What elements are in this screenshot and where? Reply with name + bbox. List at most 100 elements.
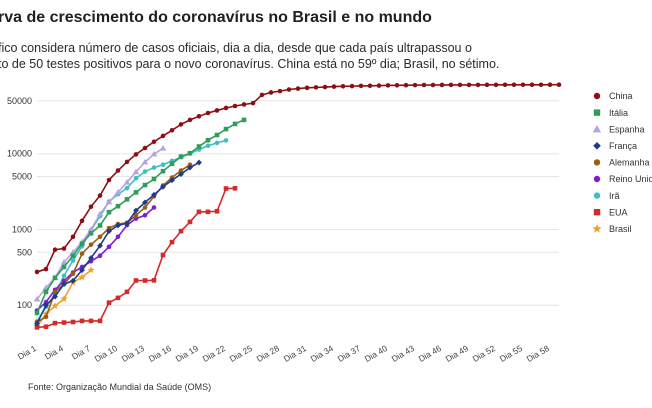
data-point — [124, 289, 130, 295]
data-point — [79, 218, 85, 224]
data-point — [178, 171, 184, 178]
data-point — [556, 82, 562, 88]
data-point — [394, 82, 400, 88]
data-point — [61, 246, 67, 251]
legend-item-brasil: Brasil — [592, 224, 632, 234]
data-point — [349, 83, 355, 89]
data-point — [133, 190, 139, 195]
y-tick-label: 50000 — [7, 96, 32, 106]
data-point — [79, 267, 85, 274]
data-point — [43, 324, 49, 330]
legend-marker — [592, 125, 602, 133]
data-point — [529, 82, 535, 88]
data-point — [223, 138, 229, 143]
data-point — [70, 277, 76, 284]
data-point — [87, 226, 95, 232]
data-point — [88, 242, 94, 247]
legend-label: Espanha — [609, 124, 645, 134]
x-tick-label: Dia 28 — [255, 343, 282, 364]
data-point — [223, 105, 229, 111]
data-point — [511, 82, 517, 88]
x-tick-label: Dia 52 — [471, 343, 498, 364]
x-tick-label: Dia 49 — [444, 343, 471, 364]
data-point — [232, 185, 238, 191]
data-point — [51, 302, 59, 309]
data-point — [520, 82, 526, 88]
data-point — [151, 139, 157, 145]
data-point — [223, 126, 229, 132]
chart-legend: China Itália Espanha França Alemanha Reino Un… — [592, 91, 652, 234]
data-point — [160, 183, 166, 190]
data-point — [79, 241, 85, 246]
data-point — [196, 114, 202, 119]
data-point — [70, 253, 76, 259]
data-point — [52, 293, 58, 300]
data-point — [133, 278, 139, 283]
data-point — [60, 258, 68, 265]
legend-item-china: China — [593, 91, 633, 101]
data-point — [105, 198, 113, 205]
data-point — [97, 253, 103, 259]
data-point — [97, 193, 103, 198]
data-point — [277, 88, 283, 94]
data-point — [160, 168, 166, 174]
x-tick-label: Dia 34 — [309, 343, 336, 364]
x-tick-label: Dia 1 — [16, 343, 38, 362]
data-point — [151, 191, 157, 198]
data-point — [142, 182, 148, 188]
series-line — [36, 164, 191, 323]
legend-marker — [593, 109, 601, 116]
x-tick-label: Dia 25 — [228, 343, 255, 364]
legend-marker — [593, 92, 601, 100]
data-point — [124, 197, 130, 202]
y-tick-label: 500 — [17, 247, 32, 257]
data-point — [34, 325, 40, 330]
x-tick-label: Dia 40 — [363, 343, 390, 364]
data-point — [106, 228, 112, 235]
x-tick-label: Dia 46 — [417, 343, 444, 364]
chart-subtitle: fico considera número de casos oficiais,… — [0, 40, 652, 72]
x-tick-label: Dia 10 — [93, 343, 120, 364]
data-point — [78, 273, 86, 281]
data-point — [457, 82, 463, 88]
data-point — [123, 178, 131, 185]
data-point — [160, 133, 166, 139]
data-point — [205, 143, 211, 149]
data-point — [484, 82, 490, 88]
data-point — [115, 222, 121, 229]
data-point — [52, 247, 58, 253]
series-line — [36, 139, 227, 322]
data-point — [367, 83, 373, 89]
data-point — [43, 289, 49, 295]
y-axis-ticks: 100 500 1000 5000 10000 50000 — [7, 96, 32, 310]
data-point — [178, 168, 184, 173]
data-point — [187, 150, 193, 156]
data-point — [304, 85, 310, 91]
data-point — [187, 117, 193, 123]
series-franca — [34, 159, 202, 327]
legend-label: Itália — [609, 108, 628, 118]
data-point — [142, 145, 148, 151]
data-point — [178, 154, 184, 159]
legend-marker — [593, 142, 601, 150]
data-point — [52, 275, 58, 281]
data-point — [448, 82, 454, 88]
data-point — [97, 234, 103, 240]
x-tick-label: Dia 19 — [174, 343, 201, 364]
data-point — [70, 258, 76, 263]
data-point — [34, 320, 40, 327]
data-point — [160, 252, 166, 258]
series-italia — [34, 117, 247, 316]
legend-label: Alemanha — [609, 158, 650, 168]
data-point — [214, 208, 220, 214]
x-tick-label: Dia 43 — [390, 343, 417, 364]
data-point — [160, 162, 166, 168]
y-tick-label: 100 — [17, 300, 32, 310]
legend-label: Irã — [609, 191, 620, 201]
data-point — [70, 319, 76, 325]
legend-label: EUA — [609, 207, 628, 217]
data-point — [178, 122, 184, 127]
data-point — [331, 84, 337, 89]
x-tick-label: Dia 37 — [336, 343, 363, 364]
legend-label: Reino Unido — [609, 174, 652, 184]
